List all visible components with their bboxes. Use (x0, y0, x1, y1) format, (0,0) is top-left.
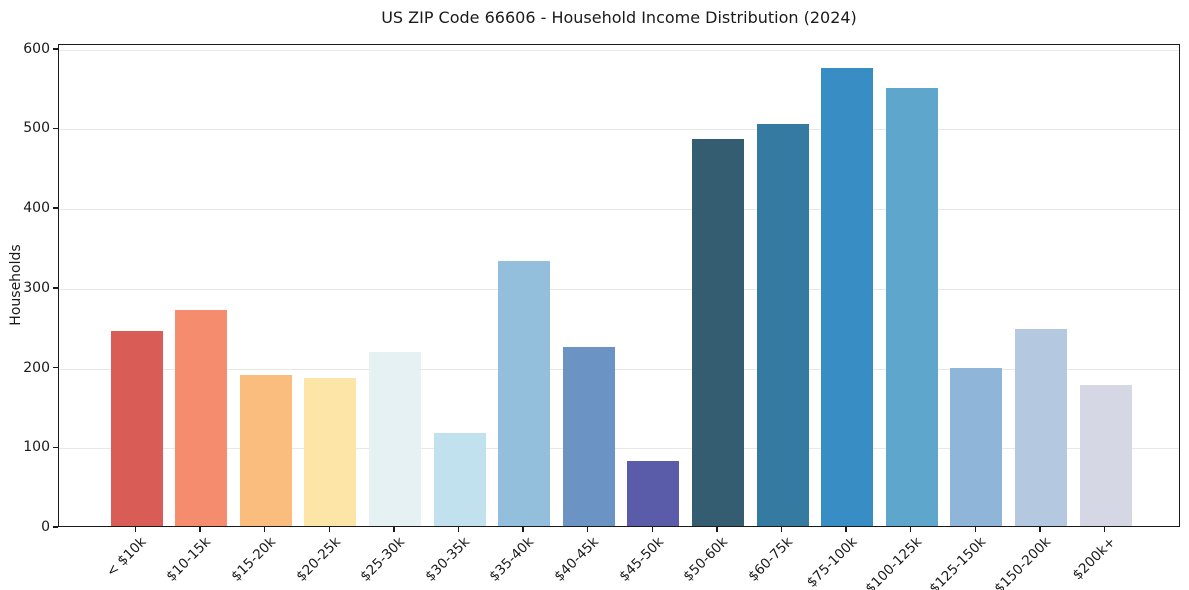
gridline (59, 368, 1179, 370)
gridline (59, 448, 1179, 450)
y-tick-mark (53, 446, 58, 449)
x-tick-mark (457, 527, 460, 532)
y-tick-label: 400 (23, 200, 50, 217)
y-tick-label: 200 (23, 359, 50, 376)
gridline (59, 288, 1179, 290)
y-tick-mark (53, 127, 58, 130)
chart-title: US ZIP Code 66606 - Household Income Dis… (381, 8, 857, 27)
y-tick-mark (53, 366, 58, 369)
x-tick-label: $40-45k (551, 534, 603, 585)
x-tick-mark (780, 527, 783, 532)
gridline (59, 129, 1179, 131)
x-tick-mark (586, 527, 589, 532)
y-tick-label: 500 (23, 120, 50, 137)
x-tick-label: $25-30k (357, 534, 409, 585)
x-tick-label: $15-20k (228, 534, 280, 585)
x-tick-label: $30-35k (422, 534, 473, 585)
gridline (59, 209, 1179, 211)
x-tick-mark (134, 527, 137, 532)
bar (950, 368, 1003, 526)
y-tick-mark (53, 287, 58, 289)
x-tick-label: $100-125k (862, 534, 926, 590)
bar (691, 138, 744, 526)
x-tick-label: $10-15k (163, 534, 215, 585)
y-tick-label: 0 (41, 519, 50, 535)
bar (110, 330, 163, 526)
gridline (59, 49, 1179, 51)
bar (368, 352, 421, 526)
x-tick-label: < $10k (103, 534, 150, 581)
x-tick-mark (328, 527, 331, 532)
y-tick-label: 600 (23, 40, 50, 57)
x-tick-mark (651, 527, 654, 532)
x-tick-mark (974, 527, 977, 532)
x-tick-mark (199, 527, 201, 532)
bar (175, 310, 228, 526)
bar (885, 88, 938, 526)
x-tick-label: $75-100k (803, 534, 861, 590)
y-tick-label: 300 (23, 279, 50, 296)
x-tick-label: $150-200k (991, 534, 1055, 590)
bar (304, 377, 357, 526)
x-tick-mark (263, 527, 266, 532)
x-tick-label: $45-50k (615, 534, 667, 585)
bar (498, 261, 551, 526)
x-tick-label: $50-60k (680, 534, 732, 585)
x-tick-label: $35-40k (486, 534, 538, 585)
y-tick-mark (53, 207, 58, 209)
y-tick-label: 100 (23, 439, 50, 456)
y-tick-mark (53, 526, 58, 528)
bar (756, 123, 809, 526)
x-tick-mark (522, 527, 524, 532)
bar (1079, 384, 1132, 526)
x-tick-mark (909, 527, 912, 532)
plot-area (58, 44, 1180, 527)
bar (433, 432, 486, 526)
bar (821, 67, 874, 526)
y-tick-mark (53, 48, 58, 50)
x-tick-label: $200k+ (1069, 534, 1119, 584)
bar (239, 374, 292, 526)
x-tick-mark (845, 527, 847, 532)
x-tick-label: $60-75k (745, 534, 796, 585)
x-tick-mark (393, 527, 395, 532)
x-tick-mark (1103, 527, 1106, 532)
bar (562, 347, 615, 526)
bar (627, 460, 680, 526)
x-tick-mark (1039, 527, 1041, 532)
x-tick-label: $20-25k (292, 534, 344, 585)
x-tick-label: $125-150k (926, 534, 990, 590)
x-tick-mark (716, 527, 718, 532)
bar (1014, 329, 1067, 526)
